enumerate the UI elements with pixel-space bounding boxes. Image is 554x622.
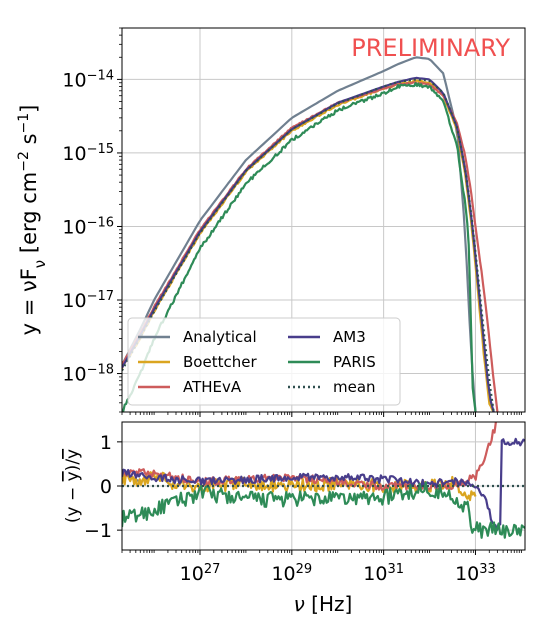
legend-label-mean: mean [333, 378, 376, 396]
residual-xtick-label: 1029 [271, 562, 312, 586]
residual-series-paris [122, 481, 525, 539]
main-panel: 10−14 10−15 10−16 10−17 10−18 PRELIMINARY An… [62, 27, 526, 417]
legend-label-atheva: ATHEvA [183, 378, 242, 396]
main-series-mean [122, 78, 495, 412]
main-series-lines [122, 56, 499, 412]
residual-y-axis-label: (y − y)/y [63, 449, 83, 523]
residual-y-ticks: 1 0 −1 [84, 432, 122, 542]
main-plot-frame [121, 27, 526, 413]
legend-label-am3: AM3 [333, 328, 366, 346]
main-ytick-label: 10−15 [62, 141, 114, 165]
preliminary-annotation: PRELIMINARY [351, 34, 510, 62]
legend-label-boettcher: Boettcher [183, 353, 257, 371]
main-y-axis-label: y = νFν [erg cm−2 s−1] [16, 105, 49, 336]
residual-xtick-label: 1027 [180, 562, 221, 586]
residual-xtick-label: 1033 [455, 562, 496, 586]
residual-series-lines [122, 422, 525, 539]
residual-panel: 1 0 −1 1027 1029 1031 1033 [84, 421, 526, 586]
x-axis-label: ν [Hz] [294, 592, 353, 616]
residual-ytick-label: 0 [100, 476, 112, 498]
residual-ytick-label: −1 [84, 520, 112, 542]
residual-x-ticks: 1027 1029 1031 1033 [121, 550, 522, 586]
main-ytick-label: 10−16 [62, 215, 114, 239]
main-series-analytical [122, 56, 477, 412]
residual-series-am3 [122, 437, 525, 532]
main-ytick-label: 10−17 [62, 289, 114, 313]
legend: Analytical Boettcher ATHEvA AM3 PARIS mean [127, 317, 401, 406]
main-ytick-label: 10−18 [62, 362, 114, 386]
residual-ytick-label: 1 [100, 432, 112, 454]
main-ytick-label: 10−14 [62, 68, 114, 92]
legend-label-paris: PARIS [333, 353, 376, 371]
legend-box [127, 317, 401, 406]
residual-xtick-label: 1031 [363, 562, 404, 586]
legend-label-analytical: Analytical [183, 328, 257, 346]
main-series-paris [122, 82, 477, 412]
